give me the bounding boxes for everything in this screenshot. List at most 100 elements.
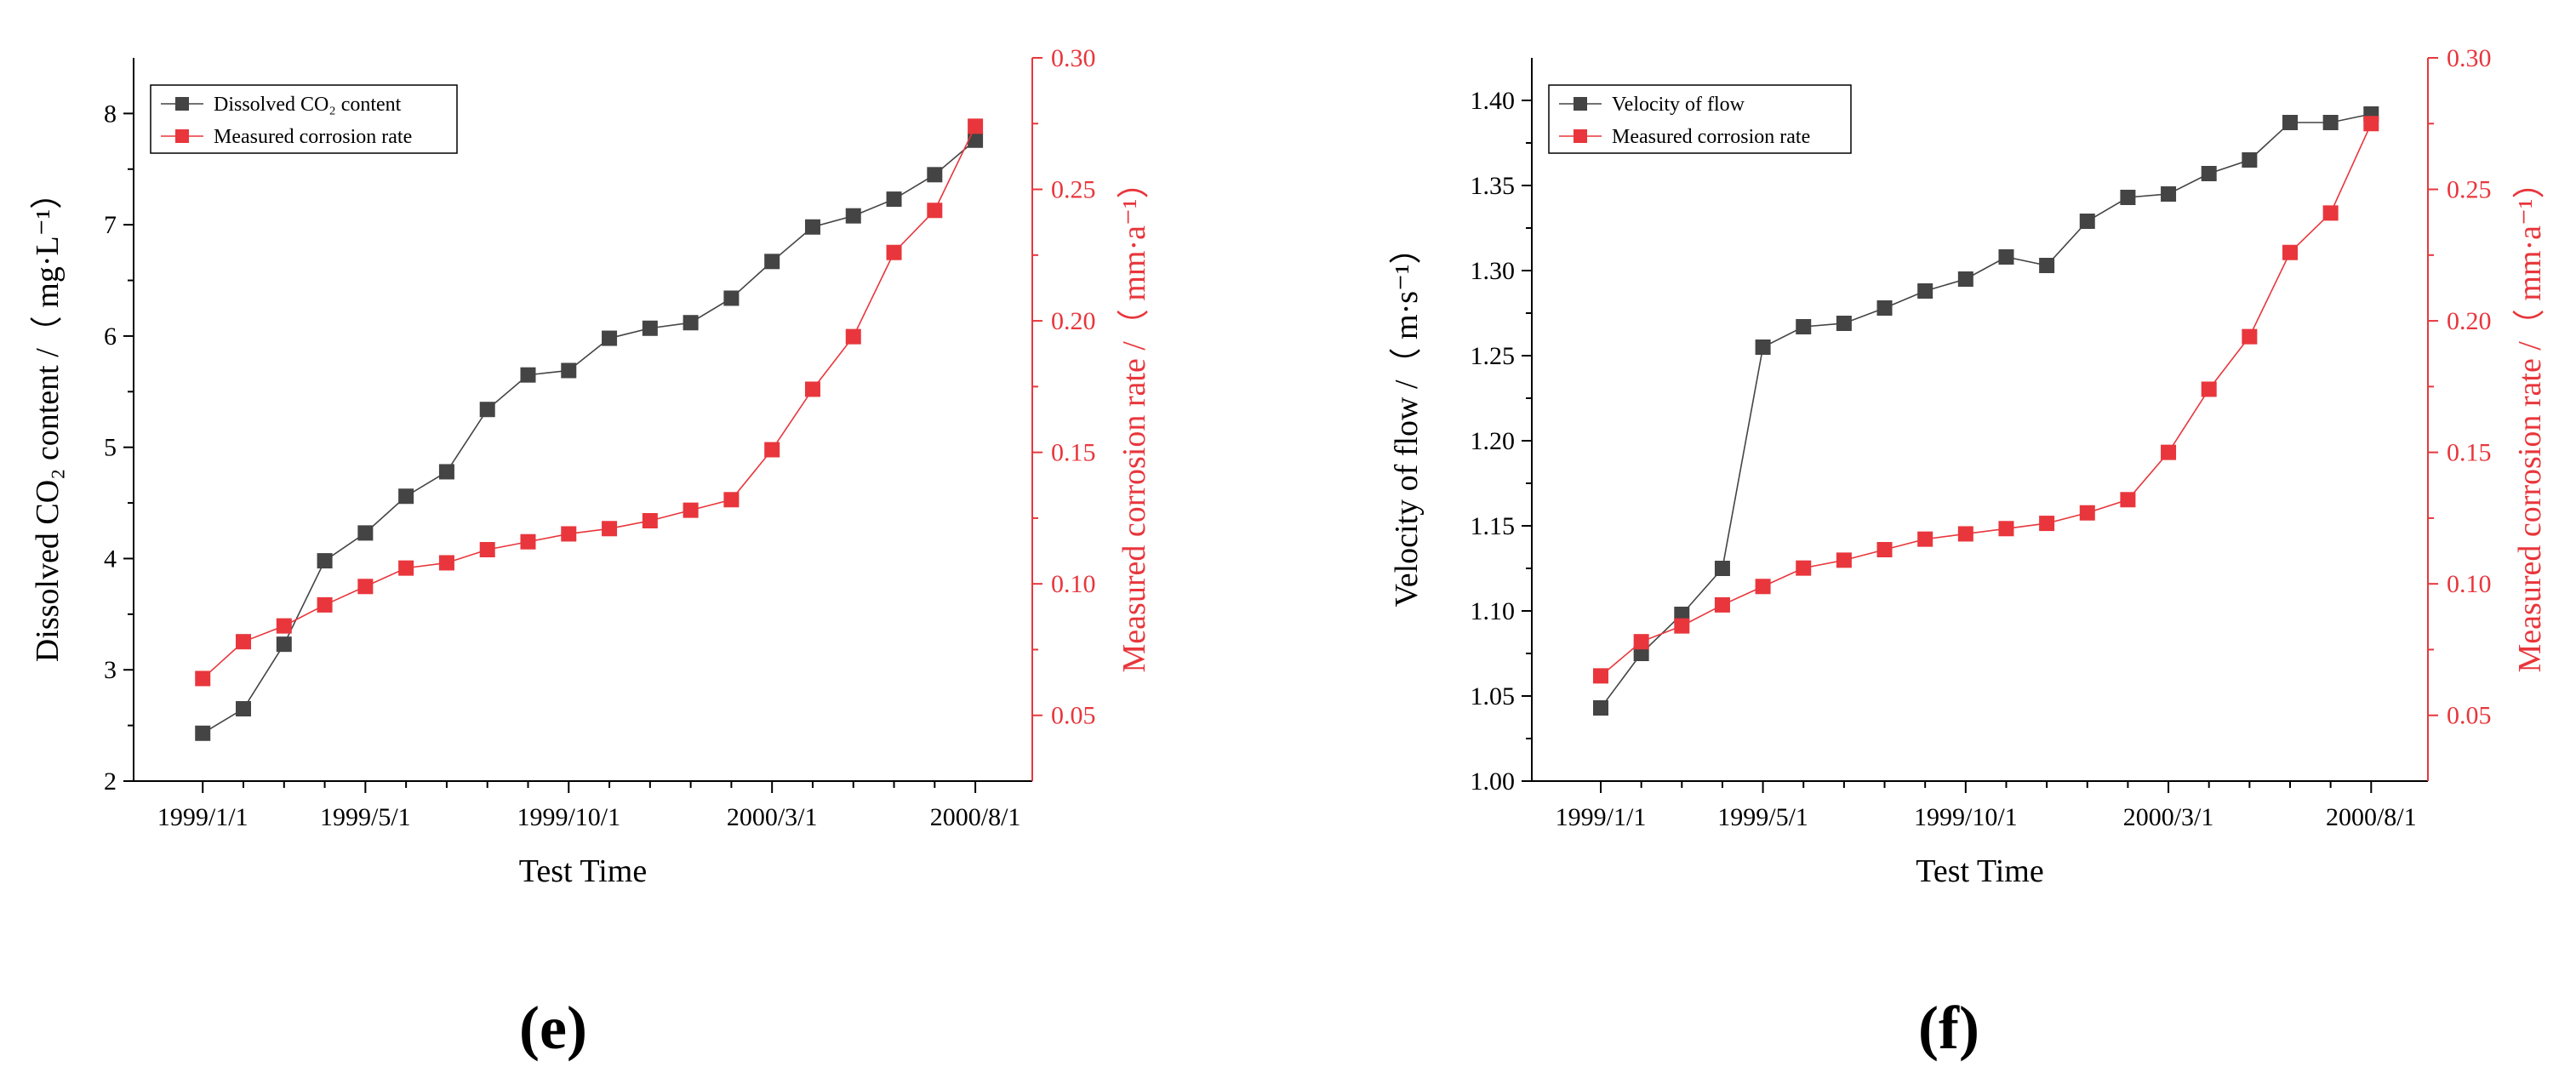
y-right-tick-label: 0.10 — [1051, 570, 1096, 598]
y-left-tick-label: 8 — [104, 100, 117, 128]
left-series-point — [2120, 190, 2136, 205]
corrosion-rate-point — [2282, 244, 2298, 260]
y-right-axis-title: Measured corrosion rate /（ mm·a⁻¹） — [2512, 167, 2548, 673]
left-series-point — [2079, 214, 2095, 229]
y-left-tick-label: 7 — [104, 211, 117, 239]
left-series-point — [764, 254, 780, 270]
x-tick-label: 2000/3/1 — [727, 803, 818, 831]
left-series-point — [236, 701, 252, 716]
left-series-point — [1796, 319, 1812, 334]
y-right-axis-title: Measured corrosion rate /（ mm·a⁻¹） — [1117, 167, 1152, 673]
legend-label: Velocity of flow — [1612, 94, 1745, 116]
corrosion-rate-point — [317, 596, 333, 613]
corrosion-rate-point — [764, 442, 780, 458]
legend-marker — [1574, 97, 1587, 111]
legend-label: Measured corrosion rate — [1612, 126, 1810, 148]
corrosion-rate-point — [2322, 205, 2339, 221]
left-series-point — [886, 191, 902, 208]
y-left-tick-label: 1.30 — [1471, 257, 1516, 285]
y-left-tick-label: 1.00 — [1471, 767, 1516, 796]
chart-panel-f: 1999/1/1 1999/5/1 1999/10/1 2000/3/1 2000/8/… — [1389, 44, 2548, 1062]
corrosion-rate-point — [1593, 668, 1608, 684]
corrosion-rate-point — [1633, 634, 1649, 650]
left-series-point — [195, 725, 211, 741]
left-series-point — [1674, 607, 1690, 622]
corrosion-rate-point — [479, 542, 495, 557]
y-left-tick-label: 4 — [104, 545, 117, 573]
corrosion-rate-point — [276, 618, 292, 634]
corrosion-rate-point — [1755, 579, 1771, 595]
corrosion-rate-point — [1714, 596, 1730, 613]
left-series-point — [1917, 283, 1933, 299]
corrosion-rate-point — [1957, 526, 1973, 542]
corrosion-rate-point — [195, 670, 211, 687]
y-right-tick-label: 0.20 — [1051, 307, 1096, 335]
left-series-point — [927, 167, 943, 183]
y-left-tick-label: 6 — [104, 322, 117, 351]
left-series-point — [683, 315, 699, 331]
corrosion-rate-point — [520, 533, 536, 550]
legend-box — [1548, 84, 1852, 154]
y-left-tick-label: 1.35 — [1471, 172, 1516, 200]
corrosion-rate-point — [1836, 552, 1852, 568]
left-series-point — [1998, 249, 2014, 265]
left-series-point — [1593, 700, 1608, 716]
corrosion-rate-point — [561, 526, 577, 542]
y-left-tick-label: 2 — [104, 767, 117, 796]
corrosion-rate-point — [1998, 521, 2014, 537]
corrosion-rate-point — [2201, 381, 2217, 397]
left-series-point — [2282, 115, 2298, 130]
left-series-point — [2242, 152, 2258, 168]
panel-label: (e) — [519, 994, 587, 1062]
corrosion-rate-point — [804, 381, 820, 397]
y-right-tick-label: 0.25 — [2447, 176, 2492, 204]
x-tick-label: 1999/10/1 — [1914, 803, 2018, 831]
x-tick-label: 2000/3/1 — [2123, 803, 2214, 831]
corrosion-rate-point — [2242, 328, 2258, 345]
series-line-left — [1600, 113, 2372, 709]
corrosion-rate-point — [723, 492, 740, 508]
y-right-tick-label: 0.05 — [1051, 702, 1096, 730]
y-right-tick-label: 0.30 — [1051, 44, 1096, 72]
x-tick-label: 1999/1/1 — [157, 803, 248, 831]
left-series-point — [561, 362, 577, 379]
chart-panel-e: 1999/1/1 1999/5/1 1999/10/1 2000/3/1 2000/8/… — [30, 44, 1152, 1062]
x-tick-label: 1999/10/1 — [517, 803, 620, 831]
series-line-corrosion-rate — [1600, 123, 2373, 676]
legend-label: Dissolved CO₂ content — [214, 94, 402, 116]
left-series-point — [2039, 258, 2055, 273]
corrosion-rate-point — [2120, 492, 2136, 508]
y-left-axis-title: Dissolved CO₂ content /（ mg·L⁻¹） — [30, 177, 66, 662]
y-left-tick-label: 1.10 — [1471, 597, 1516, 625]
left-series-point — [1714, 561, 1730, 576]
legend-marker — [175, 97, 189, 111]
y-left-tick-label: 1.20 — [1471, 427, 1516, 455]
y-right-tick-label: 0.15 — [1051, 439, 1096, 467]
y-right-tick-label: 0.05 — [2447, 702, 2492, 730]
corrosion-rate-point — [927, 203, 943, 219]
left-series-point — [438, 464, 454, 480]
corrosion-rate-point — [1917, 531, 1933, 547]
left-series-point — [1836, 316, 1852, 331]
corrosion-rate-point — [2161, 444, 2177, 460]
legend-marker — [175, 129, 189, 143]
left-series-point — [804, 219, 820, 235]
corrosion-rate-point — [642, 513, 658, 528]
x-axis-title: Test Time — [1916, 853, 2043, 889]
x-tick-label: 2000/8/1 — [2326, 803, 2417, 831]
corrosion-rate-point — [683, 502, 699, 518]
left-series-point — [1755, 339, 1771, 355]
left-series-point — [2201, 166, 2217, 181]
y-left-tick-label: 1.25 — [1471, 342, 1516, 370]
corrosion-rate-point — [845, 328, 861, 345]
left-series-point — [317, 553, 333, 569]
legend-box — [150, 84, 458, 154]
corrosion-rate-point — [968, 118, 984, 134]
y-right-tick-label: 0.15 — [2447, 439, 2492, 467]
y-left-tick-label: 3 — [104, 656, 117, 684]
y-left-axis-title: Velocity of flow /（ m·s⁻¹） — [1389, 232, 1425, 608]
x-tick-label: 1999/5/1 — [320, 803, 411, 831]
left-series-point — [479, 402, 495, 418]
left-series-point — [276, 636, 292, 653]
y-left-tick-label: 1.05 — [1471, 682, 1516, 710]
